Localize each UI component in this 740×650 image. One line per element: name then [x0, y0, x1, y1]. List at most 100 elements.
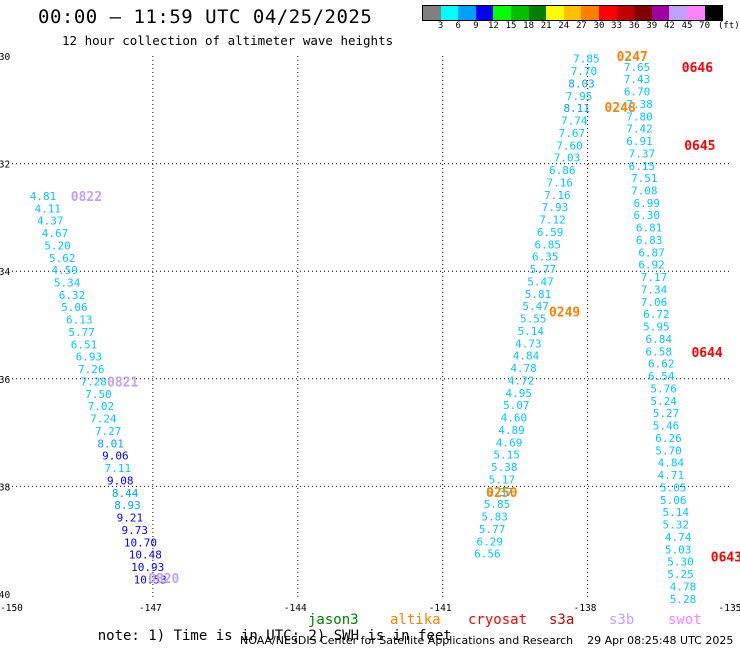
color-legend-label: 6: [455, 21, 461, 31]
color-legend-label: 18: [523, 21, 535, 31]
wave-height-value: 4.69: [496, 436, 522, 449]
wave-height-value: 6.32: [59, 289, 85, 302]
wave-height-value: 7.03: [554, 152, 581, 165]
color-legend-label: 9: [473, 21, 479, 31]
x-tick-label: -150: [0, 603, 23, 614]
wave-height-value: 8.44: [112, 487, 139, 500]
wave-height-value: 5.47: [527, 275, 554, 288]
wave-height-value: 6.84: [646, 333, 673, 346]
wave-height-value: 4.67: [42, 227, 68, 240]
wave-height-value: 6.85: [534, 238, 561, 251]
color-legend-swatch: [458, 6, 476, 20]
y-tick-label: -32: [0, 160, 10, 171]
wave-height-value: 4.71: [658, 469, 685, 482]
wave-height-value: 5.17: [489, 473, 515, 486]
wave-height-value: 4.59: [51, 264, 78, 277]
wave-height-value: 8.03: [568, 77, 595, 90]
satellite-legend-altika: altika: [390, 612, 441, 628]
wave-height-value: 7.34: [641, 283, 668, 296]
map-subtitle: 12 hour collection of altimeter wave hei…: [62, 33, 394, 48]
wave-height-value: 5.47: [522, 300, 549, 313]
pass-time-label: 0248: [605, 101, 636, 116]
pass-time-label: 0644: [691, 346, 722, 361]
wave-height-value: 4.72: [508, 374, 535, 387]
wave-height-value: 6.83: [636, 234, 663, 247]
wave-height-value: 7.70: [571, 65, 598, 78]
color-legend-label: 15: [505, 21, 517, 31]
wave-height-value: 5.27: [653, 407, 680, 420]
color-legend-label: 21: [540, 21, 552, 31]
wave-height-value: 5.77: [530, 263, 557, 276]
color-legend-label: 42: [663, 21, 675, 31]
pass-time-label: 0645: [684, 139, 715, 154]
wave-height-value: 5.14: [518, 325, 545, 338]
wave-height-value: 6.87: [638, 246, 665, 259]
color-legend-label: 12: [487, 21, 499, 31]
wave-height-value: 4.84: [513, 350, 540, 363]
wave-height-value: 5.14: [662, 506, 689, 519]
y-tick-label: -34: [0, 267, 10, 278]
y-tick-label: -40: [0, 590, 10, 601]
wave-height-value: 7.67: [559, 127, 586, 140]
wave-height-value: 7.50: [85, 388, 112, 401]
wave-height-value: 6.62: [648, 358, 675, 371]
wave-height-value: 5.06: [61, 301, 88, 314]
wave-height-value: 6.70: [624, 86, 651, 99]
satellite-legend-cryosat: cryosat: [468, 612, 528, 628]
wave-height-value: 5.34: [54, 276, 81, 289]
wave-height-value: 5.55: [520, 313, 547, 326]
wave-height-value: 4.73: [515, 337, 542, 350]
x-tick-label: -135: [719, 603, 740, 614]
wave-height-value: 7.16: [547, 176, 574, 189]
wave-height-value: 7.42: [626, 123, 653, 136]
wave-height-value: 9.06: [102, 450, 129, 463]
wave-height-value: 6.72: [643, 308, 670, 321]
wave-height-value: 7.26: [78, 363, 105, 376]
wave-height-value: 4.95: [505, 387, 532, 400]
x-tick-label: -144: [284, 603, 307, 614]
satellite-legend-s3b: s3b: [609, 612, 635, 628]
wave-height-value: 7.08: [631, 185, 658, 198]
wave-height-value: 7.65: [624, 61, 651, 74]
wave-height-value: 6.26: [655, 432, 682, 445]
wave-height-value: 5.77: [68, 326, 95, 339]
wave-height-value: 5.03: [665, 543, 692, 556]
wave-height-value: 5.28: [670, 593, 697, 606]
wave-height-value: 4.74: [665, 531, 692, 544]
wave-height-value: 6.13: [66, 314, 93, 327]
pass-time-label: 0643: [711, 550, 740, 565]
wave-height-value: 5.95: [643, 321, 670, 334]
wave-height-value: 6.59: [537, 226, 564, 239]
wave-height-value: 6.30: [633, 209, 660, 222]
wave-height-value: 7.28: [80, 375, 107, 388]
wave-height-value: 6.29: [477, 535, 504, 548]
wave-height-value: 7.27: [95, 425, 122, 438]
satellite-legend-jason3: jason3: [308, 612, 359, 628]
color-legend-label: 27: [575, 21, 587, 31]
color-legend-label: 33: [611, 21, 623, 31]
color-legend-label: 30: [593, 21, 605, 31]
pass-time-label: 0646: [682, 61, 713, 76]
color-legend-swatch: [563, 6, 582, 20]
wave-height-value: 7.95: [566, 90, 593, 103]
color-legend-swatch: [423, 6, 441, 20]
color-legend-swatch: [616, 6, 635, 20]
wave-height-value: 10.53: [134, 573, 167, 586]
color-legend-swatch: [440, 6, 459, 20]
color-legend-swatch: [704, 6, 723, 20]
color-legend-label: 70: [699, 21, 711, 31]
wave-height-value: 5.05: [660, 481, 687, 494]
wave-height-value: 6.91: [626, 135, 653, 148]
pass-time-label: 0821: [107, 375, 138, 390]
wave-height-value: 6.58: [646, 345, 673, 358]
wave-height-value: 9.21: [117, 512, 144, 525]
wave-height-value: 6.35: [532, 251, 559, 264]
wave-height-value: 6.56: [474, 548, 501, 561]
y-tick-label: -30: [0, 52, 10, 63]
wave-height-value: 4.81: [30, 190, 57, 203]
wave-height-value: 8.93: [114, 499, 141, 512]
wave-height-value: 4.78: [670, 580, 697, 593]
wave-height-value: 4.11: [35, 202, 62, 215]
